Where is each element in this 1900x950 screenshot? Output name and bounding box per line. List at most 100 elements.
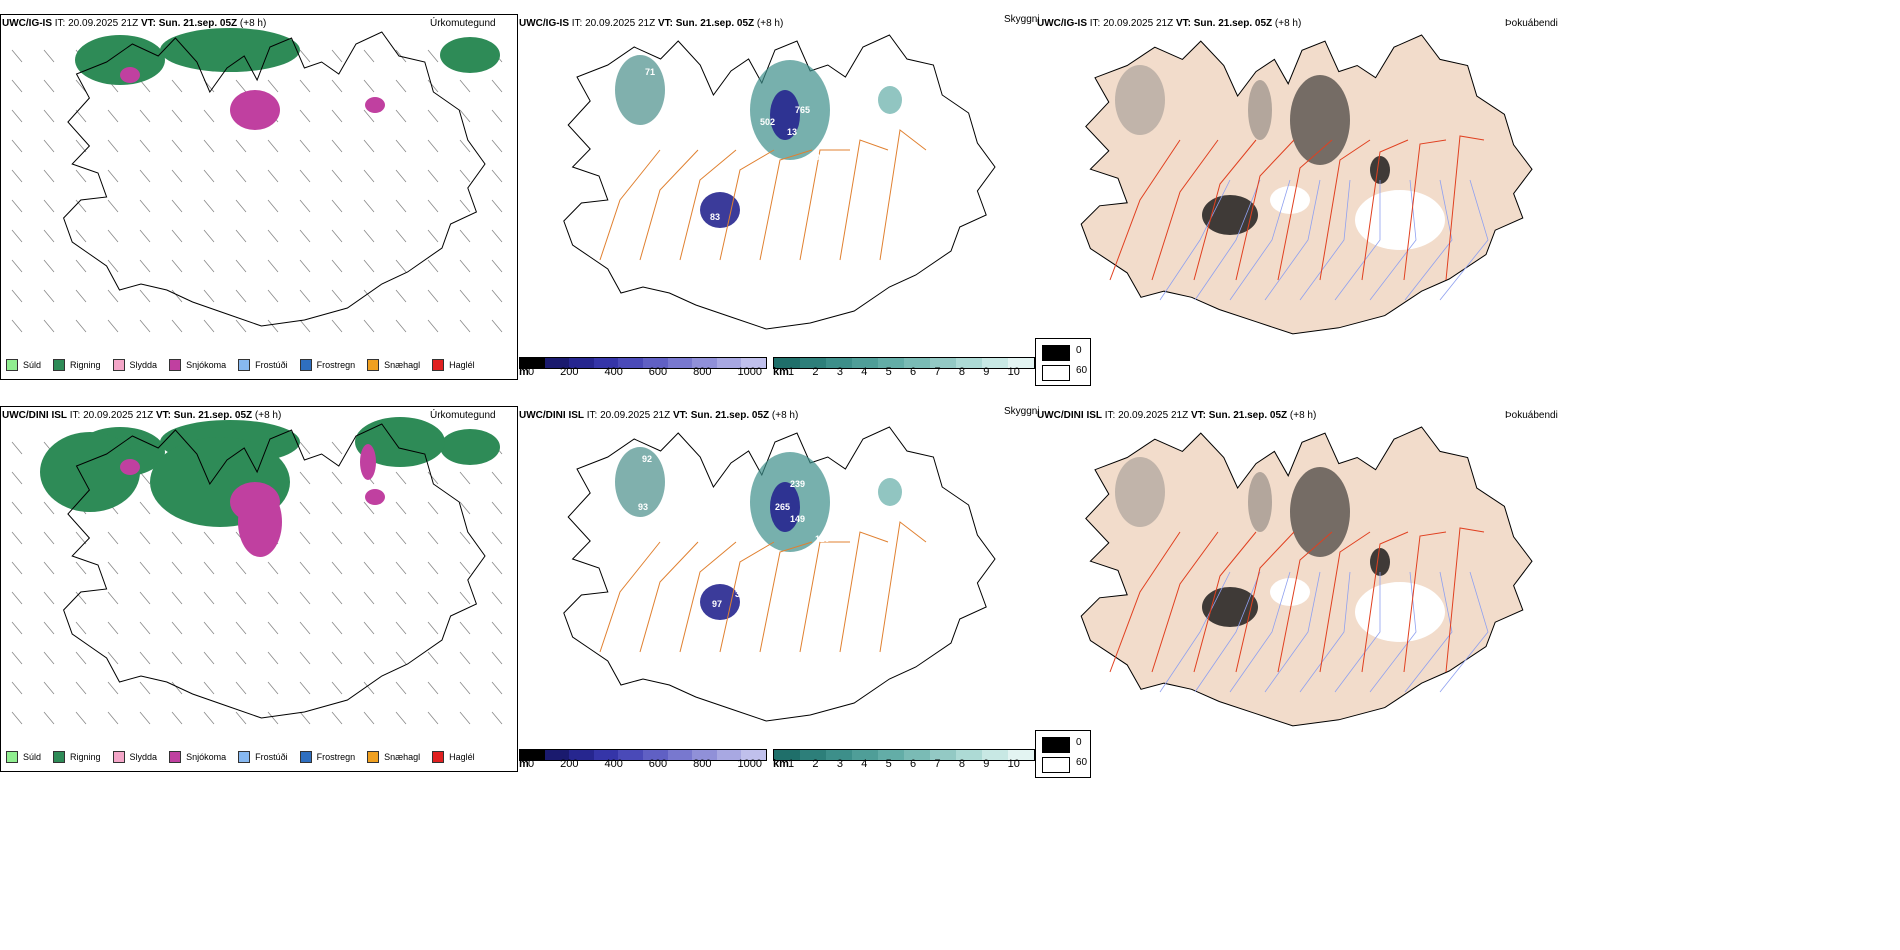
low-visibility-area: [770, 90, 800, 140]
colorbar-tick: 4: [861, 366, 868, 378]
wind-barb: [203, 229, 215, 243]
legend-item: Haglél: [432, 751, 475, 763]
colorbar-step: [982, 358, 1008, 368]
road-line: [1277, 531, 1333, 673]
wind-barb: [299, 229, 311, 243]
snow-area: [120, 67, 140, 83]
wind-barb: [459, 711, 471, 725]
wind-barb: [171, 229, 183, 243]
fog-legend-dark-label: 0: [1076, 345, 1082, 356]
snow-area: [120, 459, 140, 475]
wind-barb: [43, 561, 55, 575]
wind-barb: [171, 591, 183, 605]
wind-barb: [299, 169, 311, 183]
legend-label: Snæhagl: [384, 360, 421, 370]
wind-barb: [235, 651, 247, 665]
road-line: [719, 149, 775, 261]
wind-barb: [203, 199, 215, 213]
road-line: [639, 541, 699, 653]
fog-area: [1370, 156, 1390, 184]
fog-area: [1248, 472, 1272, 532]
wind-barb: [427, 531, 439, 545]
wind-barb: [75, 259, 87, 273]
road-line: [1109, 139, 1181, 281]
visibility-value-label: 93: [638, 502, 648, 512]
visibility-value-label: 223: [735, 502, 750, 512]
panel-header-top: UWC/IG-IS IT: 20.09.2025 21Z VT: Sun. 21…: [2, 18, 267, 29]
snow-area: [238, 487, 282, 557]
wind-barb: [75, 561, 87, 575]
legend-item: Frostregn: [299, 359, 355, 371]
wind-barb: [43, 49, 55, 63]
wind-barb: [235, 169, 247, 183]
wind-barb: [11, 591, 23, 605]
wind-barb: [139, 621, 151, 635]
wind-barb: [331, 259, 343, 273]
iceland-coastline: [1080, 34, 1533, 335]
legend-label: Rigning: [70, 360, 101, 370]
wind-barb: [299, 319, 311, 333]
wind-barb: [491, 199, 503, 213]
wind-barb: [235, 319, 247, 333]
wind-barb: [363, 561, 375, 575]
legend-item: Snæhagl: [367, 359, 420, 371]
wind-barb: [299, 259, 311, 273]
visibility-value-label: 502: [760, 117, 775, 127]
road-line: [719, 541, 775, 653]
legend-item: Snjókoma: [169, 359, 226, 371]
wind-barb: [139, 681, 151, 695]
colorbar-tick: 4: [861, 758, 868, 770]
snow-area: [365, 97, 385, 113]
colorbar-tick: 3: [836, 758, 843, 770]
iceland-coastline: [63, 423, 486, 719]
colorbar-step: [569, 358, 594, 368]
wind-barb: [43, 139, 55, 153]
colorbar-step: [800, 358, 826, 368]
river-line: [1229, 571, 1291, 693]
river-line: [1439, 179, 1489, 301]
visibility-value-label: 765: [795, 105, 810, 115]
legend-item: Frostregn: [299, 751, 355, 763]
wind-barb: [395, 289, 407, 303]
legend-item: Snæhagl: [367, 751, 420, 763]
wind-barb: [427, 681, 439, 695]
wind-barb: [107, 591, 119, 605]
wind-barb: [203, 591, 215, 605]
wind-barb: [171, 651, 183, 665]
wind-barb: [267, 199, 279, 213]
colorbar-tick: 1000: [737, 758, 762, 770]
wind-barb: [11, 651, 23, 665]
wind-barb: [107, 259, 119, 273]
fog-area: [1248, 80, 1272, 140]
wind-barb: [299, 621, 311, 635]
colorbar-step: [904, 358, 930, 368]
road-line: [839, 139, 889, 261]
colorbar-tick: 6: [910, 366, 917, 378]
wind-barb: [11, 501, 23, 515]
wind-barb: [171, 561, 183, 575]
colorbar-step: [569, 750, 594, 760]
road-line: [1445, 527, 1485, 673]
visibility-m-unit-top: m: [519, 366, 529, 378]
legend-item: Frostúði: [238, 359, 288, 371]
fog-legend-light-label: 60: [1076, 757, 1088, 768]
wind-barb: [75, 109, 87, 123]
wind-barb: [43, 681, 55, 695]
colorbar-tick: 7: [934, 366, 941, 378]
fog-area: [1202, 587, 1258, 627]
wind-barb: [491, 471, 503, 485]
wind-barb: [139, 561, 151, 575]
colorbar-step: [593, 750, 619, 760]
road-line: [1403, 531, 1447, 673]
colorbar-tick: 5: [885, 366, 892, 378]
wind-barb: [363, 319, 375, 333]
fog-area: [1290, 75, 1350, 165]
wind-barb: [75, 591, 87, 605]
rain-area: [440, 37, 500, 73]
wind-barb: [331, 621, 343, 635]
wind-barb: [459, 531, 471, 545]
visibility-value-label: 71: [645, 67, 655, 77]
wind-barb: [235, 79, 247, 93]
visibility-value-label: 103: [810, 152, 825, 162]
wind-barb: [427, 501, 439, 515]
